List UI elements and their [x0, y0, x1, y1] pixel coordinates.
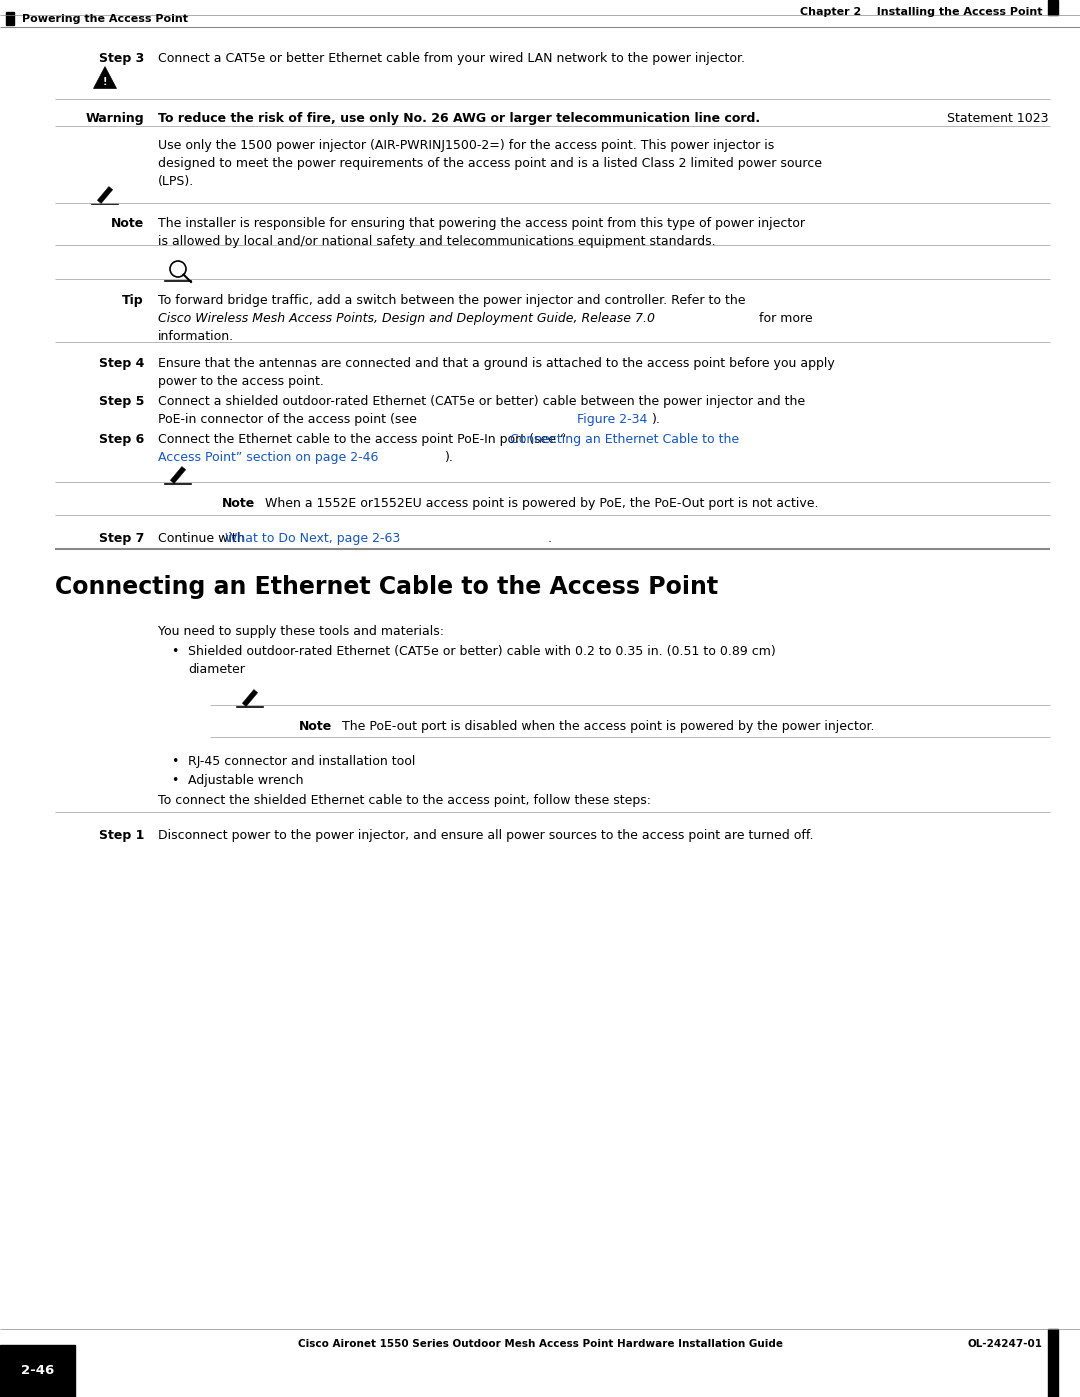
Text: Step 1: Step 1 [98, 828, 144, 842]
Text: Access Point” section on page 2-46: Access Point” section on page 2-46 [158, 451, 378, 464]
Text: power to the access point.: power to the access point. [158, 374, 324, 388]
Text: RJ-45 connector and installation tool: RJ-45 connector and installation tool [188, 754, 416, 768]
Text: To connect the shielded Ethernet cable to the access point, follow these steps:: To connect the shielded Ethernet cable t… [158, 793, 651, 807]
Text: OL-24247-01: OL-24247-01 [967, 1338, 1042, 1350]
Text: Warning: Warning [85, 112, 144, 124]
Text: Continue with: Continue with [158, 532, 248, 545]
Text: Note: Note [111, 217, 144, 231]
Text: designed to meet the power requirements of the access point and is a listed Clas: designed to meet the power requirements … [158, 156, 822, 170]
Text: Cisco Wireless Mesh Access Points, Design and Deployment Guide, Release 7.0: Cisco Wireless Mesh Access Points, Desig… [158, 312, 654, 326]
Text: !: ! [103, 77, 107, 87]
Text: ).: ). [445, 451, 454, 464]
Text: To forward bridge traffic, add a switch between the power injector and controlle: To forward bridge traffic, add a switch … [158, 293, 745, 307]
Text: Statement 1023: Statement 1023 [943, 112, 1049, 124]
Text: is allowed by local and/or national safety and telecommunications equipment stan: is allowed by local and/or national safe… [158, 235, 716, 249]
Text: •: • [172, 754, 178, 768]
Text: (LPS).: (LPS). [158, 175, 194, 189]
Text: Connect a shielded outdoor-rated Ethernet (CAT5e or better) cable between the po: Connect a shielded outdoor-rated Etherne… [158, 395, 805, 408]
Text: Figure 2-34: Figure 2-34 [577, 414, 647, 426]
Text: for more: for more [755, 312, 812, 326]
Text: You need to supply these tools and materials:: You need to supply these tools and mater… [158, 624, 444, 638]
Text: 2-46: 2-46 [21, 1365, 54, 1377]
Text: To reduce the risk of fire, use only No. 26 AWG or larger telecommunication line: To reduce the risk of fire, use only No.… [158, 112, 760, 124]
Text: Powering the Access Point: Powering the Access Point [22, 14, 188, 24]
Text: The installer is responsible for ensuring that powering the access point from th: The installer is responsible for ensurin… [158, 217, 805, 231]
Text: Connect a CAT5e or better Ethernet cable from your wired LAN network to the powe: Connect a CAT5e or better Ethernet cable… [158, 52, 745, 66]
Bar [1048, 0, 1058, 15]
Text: When a 1552E or1552EU access point is powered by PoE, the PoE-Out port is not ac: When a 1552E or1552EU access point is po… [265, 497, 819, 510]
Text: information.: information. [158, 330, 234, 344]
Text: Adjustable wrench: Adjustable wrench [188, 774, 303, 787]
Bar [1048, 1329, 1058, 1397]
Polygon shape [94, 67, 117, 88]
Text: .: . [548, 532, 552, 545]
Polygon shape [171, 467, 186, 483]
Text: •: • [172, 645, 178, 658]
Text: Use only the 1500 power injector (AIR-PWRINJ1500-2=) for the access point. This : Use only the 1500 power injector (AIR-PW… [158, 138, 774, 152]
Text: Connect the Ethernet cable to the access point PoE-In port (see “: Connect the Ethernet cable to the access… [158, 433, 566, 446]
Text: Step 3: Step 3 [98, 52, 144, 66]
Text: Connecting an Ethernet Cable to the Access Point: Connecting an Ethernet Cable to the Acce… [55, 576, 718, 599]
Text: Step 5: Step 5 [98, 395, 144, 408]
Text: Disconnect power to the power injector, and ensure all power sources to the acce: Disconnect power to the power injector, … [158, 828, 813, 842]
Text: Shielded outdoor-rated Ethernet (CAT5e or better) cable with 0.2 to 0.35 in. (0.: Shielded outdoor-rated Ethernet (CAT5e o… [188, 645, 775, 658]
Text: Connecting an Ethernet Cable to the: Connecting an Ethernet Cable to the [510, 433, 739, 446]
Bar [6, 13, 14, 25]
Bar [0, 1345, 75, 1397]
Text: •: • [172, 774, 178, 787]
Polygon shape [242, 690, 258, 707]
Text: Ensure that the antennas are connected and that a ground is attached to the acce: Ensure that the antennas are connected a… [158, 358, 835, 370]
Text: Note: Note [299, 719, 332, 733]
Text: Tip: Tip [122, 293, 144, 307]
Text: PoE-in connector of the access point (see: PoE-in connector of the access point (se… [158, 414, 421, 426]
Text: The PoE-out port is disabled when the access point is powered by the power injec: The PoE-out port is disabled when the ac… [342, 719, 875, 733]
Text: Cisco Aironet 1550 Series Outdoor Mesh Access Point Hardware Installation Guide: Cisco Aironet 1550 Series Outdoor Mesh A… [297, 1338, 783, 1350]
Text: Step 6: Step 6 [98, 433, 144, 446]
Text: Chapter 2    Installing the Access Point: Chapter 2 Installing the Access Point [799, 7, 1042, 17]
Text: ).: ). [652, 414, 661, 426]
Text: diameter: diameter [188, 664, 245, 676]
Text: Step 7: Step 7 [98, 532, 144, 545]
Text: Step 4: Step 4 [98, 358, 144, 370]
Polygon shape [97, 186, 112, 204]
Text: What to Do Next, page 2-63: What to Do Next, page 2-63 [225, 532, 401, 545]
Text: Note: Note [221, 497, 255, 510]
